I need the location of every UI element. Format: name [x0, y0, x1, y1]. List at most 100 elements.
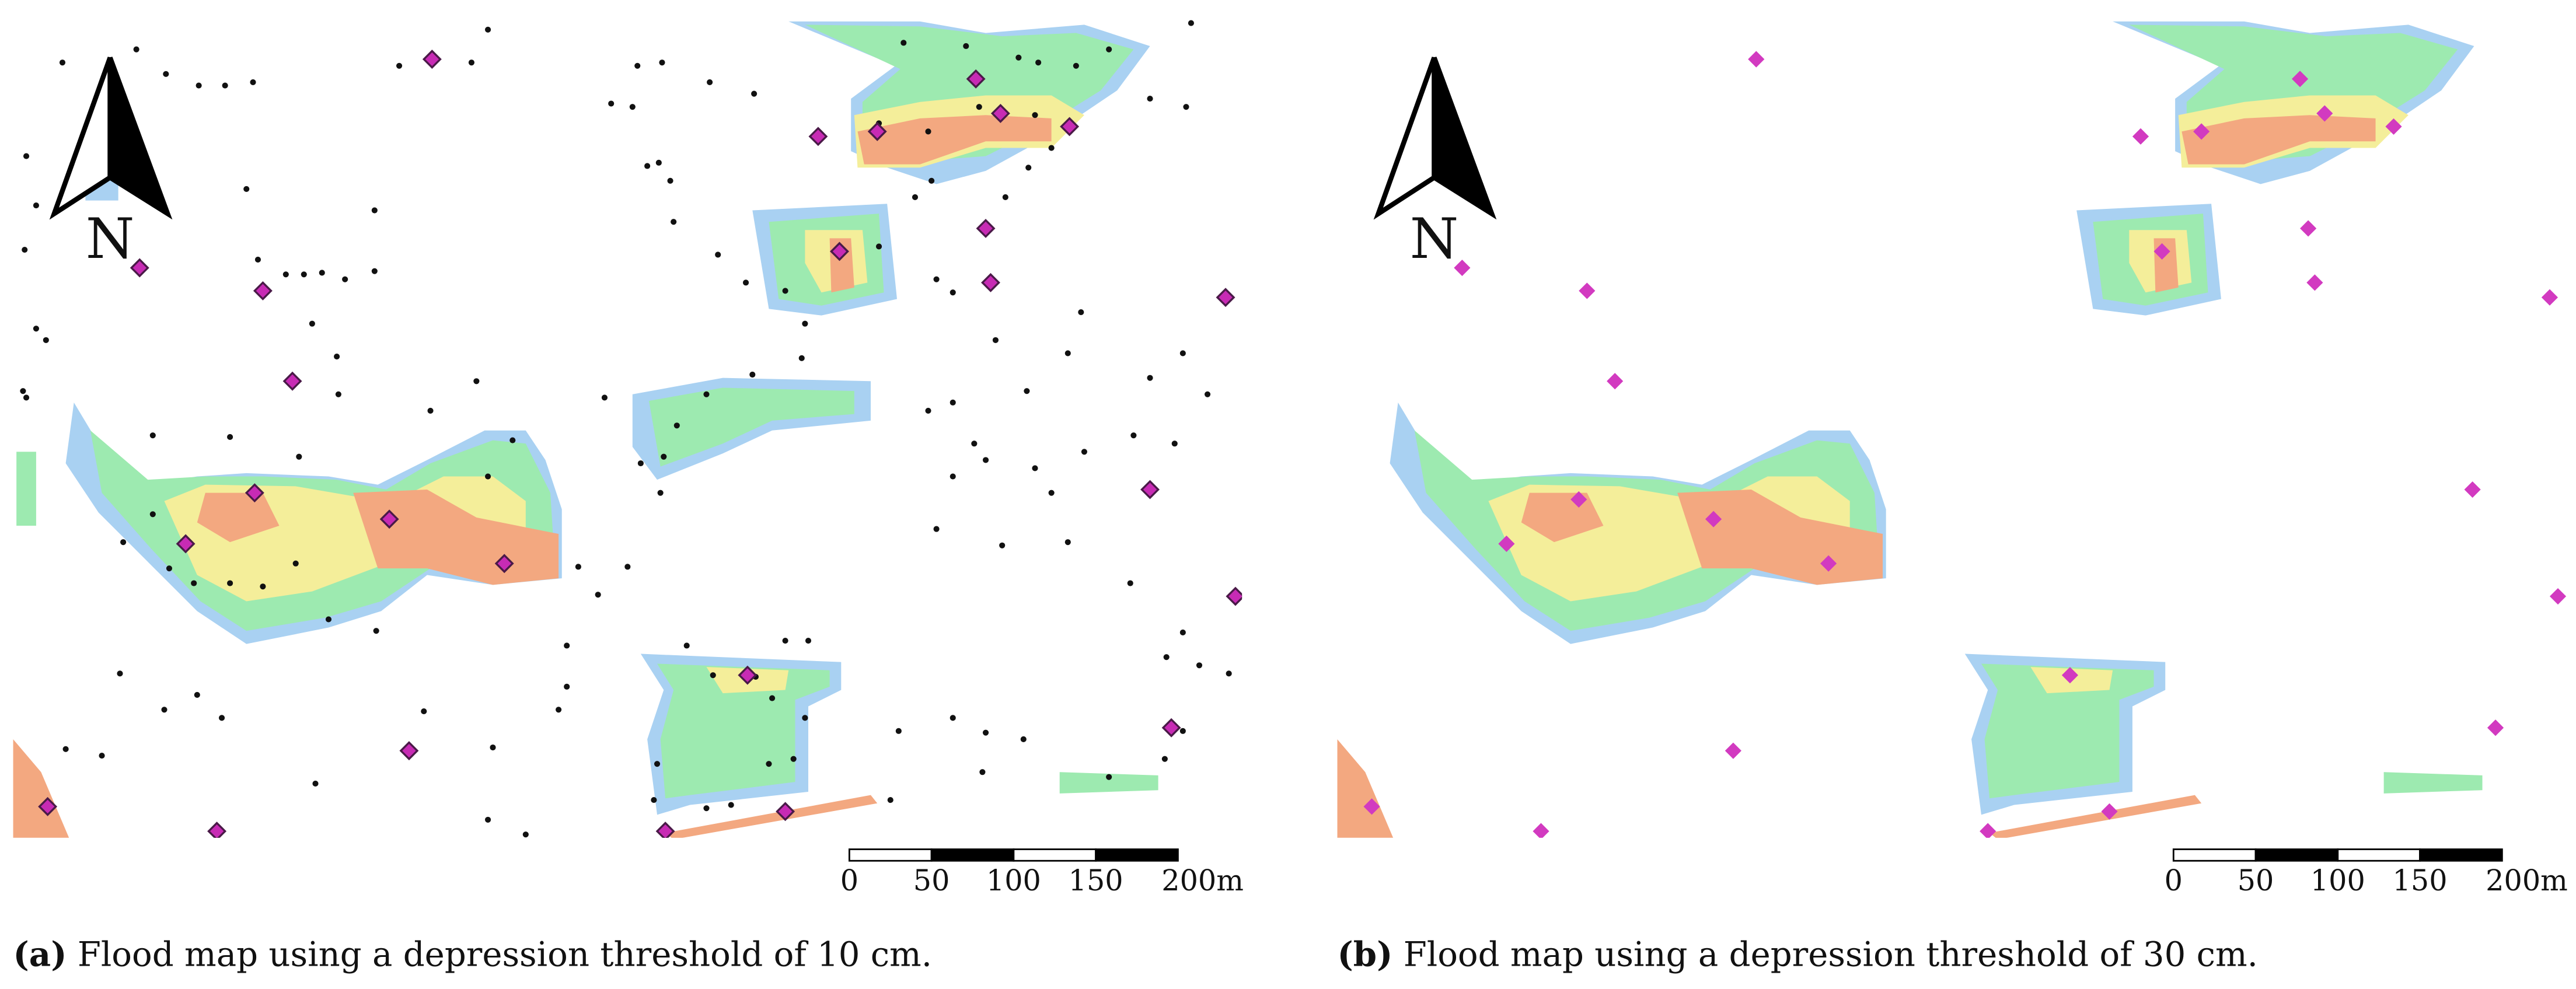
sample-point [751, 90, 758, 97]
sample-point [564, 683, 570, 690]
sample-point [976, 104, 982, 110]
sample-point [282, 271, 289, 278]
depression-marker [176, 534, 196, 554]
sample-point [715, 251, 721, 258]
sample-point [1048, 490, 1055, 496]
sample-point [421, 708, 427, 715]
sample-point [161, 707, 167, 713]
sample-point [1078, 309, 1084, 316]
sample-point [149, 432, 156, 439]
depression-marker [2306, 274, 2323, 291]
sample-point [875, 243, 882, 250]
sample-point [117, 670, 123, 677]
scale-label: 200m [2486, 864, 2568, 897]
sample-point [1002, 194, 1008, 201]
sample-point [999, 542, 1006, 548]
scale-label: 150 [1069, 864, 1123, 897]
sample-point [895, 728, 902, 734]
depression-marker [2153, 243, 2170, 260]
sample-point [1163, 654, 1170, 661]
depression-marker [1607, 373, 1624, 390]
sample-point [250, 79, 256, 85]
sample-point [651, 797, 657, 803]
depression-marker [1216, 288, 1235, 307]
sample-point [1024, 388, 1030, 394]
depression-marker [399, 741, 419, 761]
sample-point [933, 526, 940, 532]
sample-point [296, 453, 302, 460]
north-label: N [1410, 206, 1459, 271]
sample-point [769, 695, 776, 701]
sample-point [1081, 449, 1088, 455]
sample-point [925, 407, 931, 414]
sample-point [1147, 375, 1153, 381]
sample-point [490, 744, 496, 751]
caption-label: (a) [13, 934, 67, 974]
depression-marker [494, 554, 514, 574]
sample-point [1032, 465, 1038, 471]
scale-segment [1013, 848, 1097, 862]
sample-point [595, 592, 601, 598]
depression-marker [1705, 511, 1722, 527]
sample-point [1020, 736, 1027, 743]
north-label: N [86, 206, 135, 271]
depression-marker [2385, 118, 2402, 135]
sample-point [1196, 662, 1203, 669]
sample-point [766, 761, 772, 767]
caption-text: Flood map using a depression threshold o… [1404, 934, 2258, 974]
depression-marker [1579, 282, 1596, 299]
caption-text: Flood map using a depression threshold o… [78, 934, 932, 974]
scale-label: 0 [2165, 864, 2183, 897]
scale-label: 50 [913, 864, 950, 897]
sample-point [396, 62, 403, 69]
sample-point [1179, 629, 1186, 636]
sample-point [683, 642, 690, 649]
sample-point [43, 337, 49, 343]
scale-segment [2419, 848, 2503, 862]
scale-bar: 0 50 100 150 200m [840, 848, 1244, 897]
sample-point [194, 691, 200, 698]
sample-point [485, 473, 491, 480]
sample-point [805, 637, 812, 644]
depression-marker [1748, 51, 1765, 68]
sample-point [120, 539, 127, 546]
depression-marker [245, 483, 264, 503]
sample-point [1147, 96, 1153, 102]
sample-point [319, 270, 325, 276]
sample-point [191, 580, 197, 586]
depression-marker [655, 822, 675, 838]
sample-point [929, 177, 935, 184]
sample-point [802, 320, 808, 327]
sample-point [196, 82, 202, 89]
sample-point [790, 756, 797, 762]
sample-point [667, 177, 673, 184]
sample-point [149, 511, 156, 518]
map-a [13, 20, 1242, 838]
sample-point [227, 580, 233, 586]
sample-point [564, 642, 570, 649]
sample-point [1032, 112, 1038, 118]
sample-point [1226, 670, 1232, 677]
sample-point [933, 276, 940, 282]
sample-point [950, 473, 956, 480]
sample-point [166, 565, 173, 572]
sample-point [798, 355, 805, 361]
sample-point [963, 43, 969, 50]
sample-point [950, 715, 956, 721]
depression-marker [2132, 128, 2149, 145]
sample-point [1179, 728, 1186, 734]
depression-marker [253, 281, 273, 300]
sample-point [900, 40, 907, 46]
sample-point [655, 159, 662, 166]
sample-point [728, 802, 734, 808]
sample-point [301, 271, 307, 278]
scale-label: 200m [1161, 864, 1244, 897]
sample-point [556, 707, 562, 713]
sample-point [637, 460, 644, 467]
sample-point [133, 46, 139, 53]
depression-marker [990, 103, 1010, 123]
sample-point [661, 453, 667, 460]
depression-marker [808, 127, 828, 146]
sample-point [22, 246, 28, 253]
